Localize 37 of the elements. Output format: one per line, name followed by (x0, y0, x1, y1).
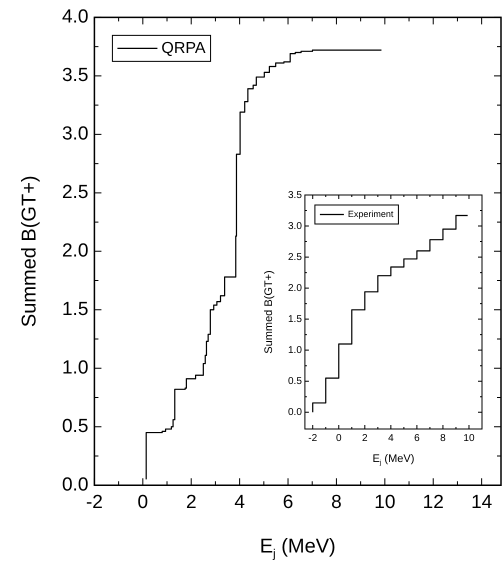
x-tick-label: 4 (234, 492, 246, 513)
y-tick-label: 2.0 (62, 240, 88, 262)
y-tick-label: 1.0 (62, 357, 88, 378)
y-tick-label: 2.5 (62, 182, 88, 204)
x-tick-label: 8 (440, 432, 446, 444)
x-tick-label: 2 (362, 432, 368, 444)
x-tick-label: 6 (282, 492, 294, 513)
y-tick-label: 0.5 (62, 416, 88, 437)
x-tick-label: 4 (388, 432, 394, 444)
x-tick-label: 6 (414, 432, 420, 444)
y-tick-label: 1.0 (288, 344, 302, 356)
y-axis-title: Summed B(GT+) (263, 270, 276, 354)
y-tick-label: 0.0 (62, 474, 88, 496)
x-tick-label: 2 (186, 492, 197, 513)
y-tick-label: 3.0 (62, 124, 88, 145)
y-tick-label: 0.5 (288, 376, 302, 387)
legend-label: Experiment (348, 208, 394, 219)
x-tick-label: 10 (374, 492, 396, 513)
x-tick-label: -2 (308, 432, 318, 444)
y-tick-label: 3.0 (288, 220, 302, 232)
x-tick-label: 14 (471, 492, 493, 513)
y-tick-label: 4.0 (62, 6, 88, 28)
x-tick-label: 12 (422, 492, 444, 513)
x-tick-label: 0 (138, 492, 148, 513)
y-axis-title: Summed B(GT+) (18, 175, 41, 328)
y-tick-label: 2.0 (288, 282, 302, 294)
y-tick-label: 1.5 (62, 299, 88, 320)
y-tick-label: 3.5 (288, 190, 302, 201)
x-tick-label: 8 (331, 492, 342, 513)
legend-label: QRPA (161, 40, 206, 57)
y-tick-label: 2.5 (288, 252, 302, 263)
x-tick-label: -2 (86, 492, 103, 513)
x-tick-label: 0 (336, 432, 342, 444)
y-tick-label: 1.5 (288, 314, 302, 325)
y-tick-label: 0.0 (288, 406, 302, 418)
y-tick-label: 3.5 (62, 65, 88, 86)
x-tick-label: 10 (463, 432, 475, 444)
